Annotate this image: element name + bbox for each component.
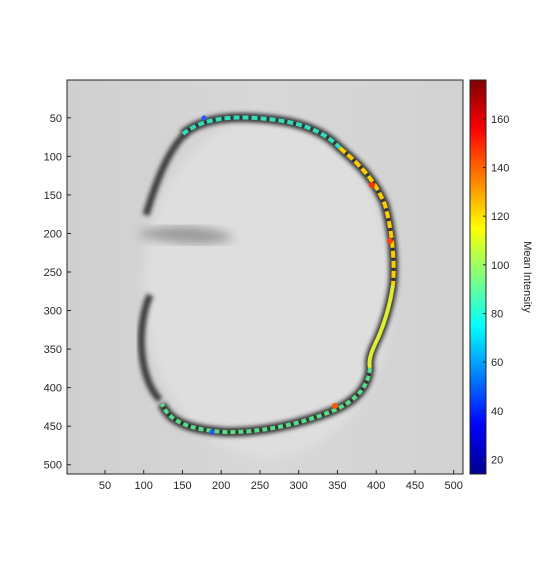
- cell-interior: [143, 118, 393, 458]
- x-tick-label: 200: [212, 480, 230, 492]
- colorbar-tick-label: 120: [491, 211, 509, 223]
- hotspot: [332, 403, 338, 409]
- x-tick-label: 100: [135, 480, 153, 492]
- y-tick-label: 150: [44, 190, 62, 202]
- colorbar: 20 40 60 80 100 120 140 160 Mean Intensity: [469, 79, 533, 475]
- tracked-boundary-top: [181, 115, 342, 150]
- dark-wedge: [140, 226, 235, 244]
- colorbar-ticks: 20 40 60 80 100 120 140 160: [483, 114, 509, 466]
- x-tick-label: 450: [406, 480, 424, 492]
- x-tick-label: 150: [173, 480, 191, 492]
- hotspot: [201, 115, 207, 121]
- x-tick-label: 400: [367, 480, 385, 492]
- x-tick-label: 250: [251, 480, 269, 492]
- x-tick-label: 300: [290, 480, 308, 492]
- x-tick-label: 500: [445, 480, 463, 492]
- y-tick-label: 300: [44, 306, 62, 318]
- colorbar-tick-label: 160: [491, 114, 509, 126]
- tracked-boundary-lower-right: [367, 284, 395, 369]
- colorbar-label: Mean Intensity: [521, 241, 533, 313]
- y-tick-label: 200: [44, 228, 62, 240]
- y-tick-label: 500: [44, 460, 62, 472]
- y-axis: 50 100 150 200 250 300 350 400 450 500: [44, 113, 71, 472]
- y-tick-label: 400: [44, 383, 62, 395]
- hotspot: [387, 238, 393, 244]
- colorbar-tick-label: 140: [491, 163, 509, 175]
- image-frame: [66, 79, 464, 475]
- colorbar-gradient: [469, 79, 487, 475]
- hotspot: [209, 429, 215, 435]
- colorbar-tick-label: 20: [491, 454, 503, 466]
- colorbar-tick-label: 80: [491, 308, 503, 320]
- hotspot: [369, 182, 375, 188]
- colorbar-tick-label: 100: [491, 260, 509, 272]
- colorbar-tick-label: 40: [491, 406, 503, 418]
- colorbar-tick-label: 60: [491, 357, 503, 369]
- microscopy-image: [66, 79, 464, 475]
- cell-boundary-left: [137, 130, 189, 403]
- y-tick-label: 350: [44, 344, 62, 356]
- y-tick-label: 250: [44, 267, 62, 279]
- tracked-boundary-right: [338, 146, 396, 286]
- x-axis: 50 100 150 200 250 300 350 400 450 500: [99, 470, 463, 492]
- x-tick-label: 50: [99, 480, 111, 492]
- y-tick-label: 450: [44, 421, 62, 433]
- tracked-boundary-bottom: [160, 367, 372, 435]
- y-tick-label: 50: [50, 113, 62, 125]
- x-tick-label: 350: [328, 480, 346, 492]
- y-tick-label: 100: [44, 151, 62, 163]
